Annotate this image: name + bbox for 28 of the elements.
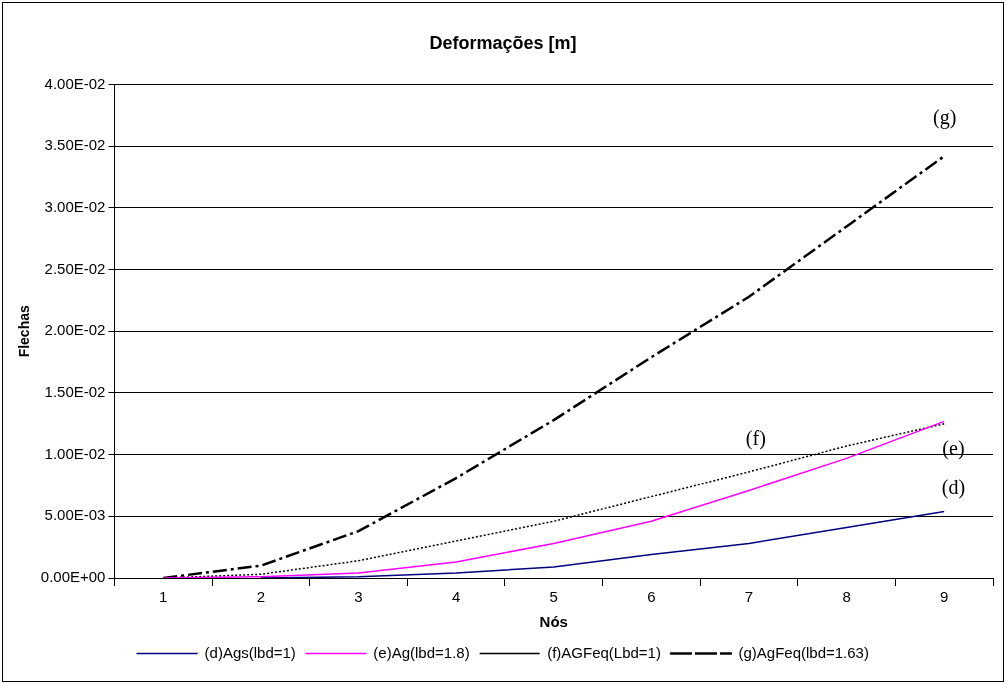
y-tick-label: 2.00E-02 (44, 321, 106, 339)
chart-title: Deformações [m] (429, 32, 577, 53)
legend-label: (g)AgFeq(lbd=1.63) (738, 643, 869, 661)
x-tick-label: 1 (159, 588, 168, 606)
x-tick-label: 2 (256, 588, 266, 606)
x-tick-label: 8 (842, 588, 851, 606)
x-axis-title: Nós (539, 613, 568, 631)
x-tick-label: 6 (647, 588, 656, 606)
x-tick-label: 4 (451, 588, 461, 606)
y-tick-label: 1.00E-02 (44, 444, 106, 462)
legend-label: (d)Ags(lbd=1) (204, 643, 296, 661)
y-tick-label: 4.00E-02 (44, 74, 106, 92)
y-tick-label: 1.50E-02 (44, 383, 106, 401)
annotation: (g) (933, 106, 957, 130)
y-axis-title: Flechas (16, 305, 33, 358)
y-tick-label: 3.50E-02 (44, 136, 106, 154)
x-tick-label: 9 (940, 588, 949, 606)
annotation: (d) (941, 476, 966, 500)
x-tick-label: 7 (744, 588, 754, 606)
x-tick-label: 3 (354, 588, 363, 606)
legend-label: (f)AGFeq(Lbd=1) (547, 643, 661, 661)
legend-label: (e)Ag(lbd=1.8) (373, 643, 470, 661)
y-tick-label: 2.50E-02 (44, 259, 106, 277)
y-tick-label: 0.00E+00 (40, 568, 106, 586)
y-tick-label: 5.00E-03 (44, 506, 106, 524)
y-tick-label: 3.00E-02 (44, 198, 106, 216)
annotation: (f) (745, 427, 766, 451)
x-tick-label: 5 (549, 588, 558, 606)
